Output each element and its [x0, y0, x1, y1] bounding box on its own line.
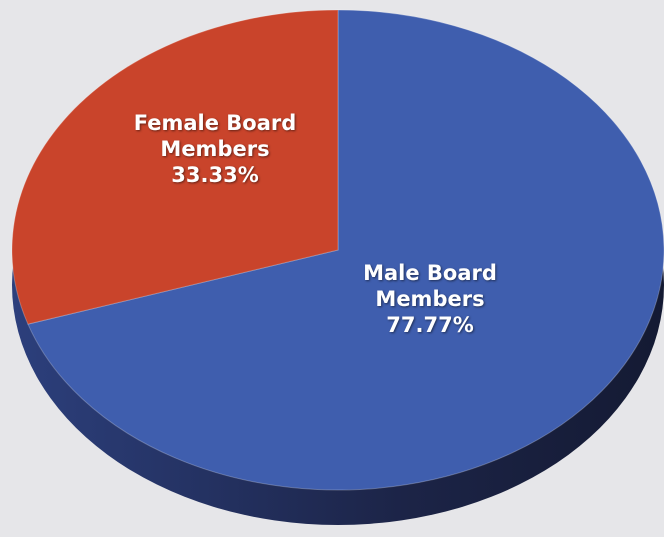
- slice-value: 77.77%: [386, 313, 474, 337]
- slice-label: Male Board Members 77.77%: [340, 260, 520, 338]
- slice-label: Female Board Members 33.33%: [125, 110, 305, 188]
- slice-name: Male Board Members: [363, 261, 497, 311]
- pie-slice: [11, 9, 339, 325]
- slice-name: Female Board Members: [133, 111, 297, 161]
- slice-value: 33.33%: [171, 163, 259, 187]
- pie-slice: [27, 9, 664, 491]
